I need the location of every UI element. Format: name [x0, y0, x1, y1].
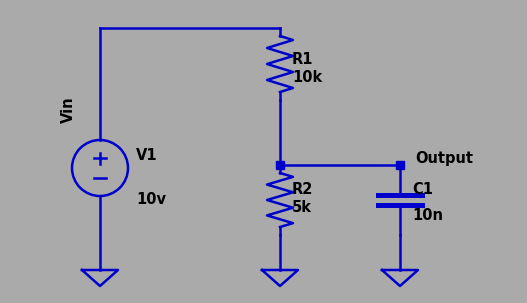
- Text: Output: Output: [415, 151, 473, 165]
- Text: 10n: 10n: [412, 208, 443, 222]
- Text: C1: C1: [412, 182, 433, 198]
- Text: V1: V1: [136, 148, 158, 162]
- Text: Vin: Vin: [61, 97, 75, 123]
- Text: 5k: 5k: [292, 201, 312, 215]
- Text: R1: R1: [292, 52, 314, 68]
- Text: 10k: 10k: [292, 71, 322, 85]
- Text: 10v: 10v: [136, 192, 166, 208]
- Text: R2: R2: [292, 182, 314, 198]
